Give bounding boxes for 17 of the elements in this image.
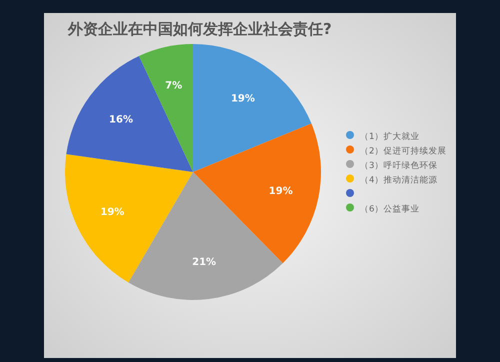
legend-label: （2）促进可持续发展 — [360, 146, 446, 156]
legend-label: （4）推动清洁能源 — [360, 174, 438, 186]
data-label: 21% — [192, 256, 216, 268]
data-label: 19% — [100, 207, 124, 218]
pie-slice — [65, 154, 193, 283]
chart-title: 外资企业在中国如何发挥企业社会责任? — [67, 20, 332, 38]
data-label: 16% — [109, 114, 133, 126]
pie-slice — [193, 44, 312, 172]
pie-slice — [66, 56, 193, 172]
legend-label: （3）呼吁绿色环保 — [360, 160, 438, 171]
data-label: 19% — [268, 186, 293, 197]
pie-slice — [139, 44, 193, 172]
pie-slice — [193, 123, 321, 264]
data-label: 19% — [230, 94, 255, 105]
legend-label: （1）扩大就业 — [360, 131, 420, 142]
data-label: 7% — [165, 80, 182, 92]
legend-label: （6）公益事业 — [360, 204, 420, 214]
